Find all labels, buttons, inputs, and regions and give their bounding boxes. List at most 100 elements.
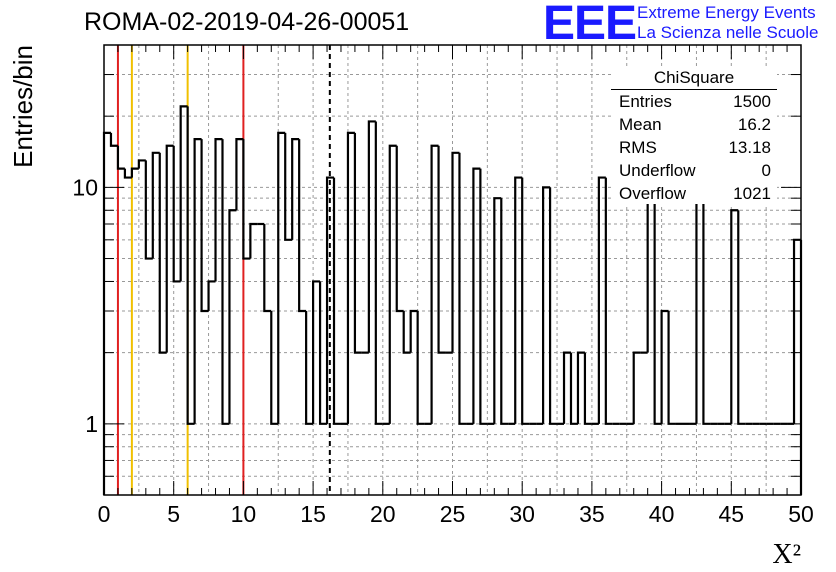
histogram-bar (298, 139, 307, 313)
histogram-bar (193, 137, 202, 424)
histogram-bar (165, 144, 174, 353)
x-tick-label: 20 (370, 501, 396, 527)
x-tick-label: 40 (649, 501, 675, 527)
histogram-bar (228, 209, 237, 424)
histogram-bar (214, 137, 223, 282)
x-tick-label: 30 (509, 501, 535, 527)
histogram-bar (346, 131, 355, 424)
histogram-bar (312, 280, 321, 424)
histogram-bar (137, 159, 146, 169)
histogram-bar (277, 131, 286, 424)
histogram-bar (172, 145, 181, 283)
plot-frame (103, 44, 802, 496)
x-tick-label: 45 (719, 501, 745, 527)
histogram-bar (437, 145, 446, 354)
histogram-bar (597, 176, 606, 424)
histogram-bar (353, 132, 362, 354)
histogram-bar (542, 186, 551, 424)
histogram-bar (737, 210, 746, 425)
histogram-bar (569, 352, 578, 425)
histogram-bar (514, 176, 523, 424)
histogram-bar (500, 198, 509, 425)
histogram-bar (158, 152, 167, 354)
stats-key: Entries (619, 92, 672, 111)
histogram-bar (430, 144, 439, 424)
y-tick-labels: 1 10 (72, 174, 98, 436)
histogram-bar (305, 311, 314, 425)
stats-row-rms: RMS 13.18 (619, 138, 771, 160)
x-tick-label: 0 (98, 501, 111, 527)
histogram-bar (186, 106, 195, 425)
stats-value: 1500 (733, 92, 771, 111)
y-tick-label: 1 (85, 411, 98, 437)
histogram-bar (653, 168, 662, 425)
x-tick-label: 35 (579, 501, 605, 527)
logo-caption-line1: Extreme Energy Events (637, 3, 816, 22)
histogram-bar (409, 309, 418, 353)
chart-title: ROMA-02-2019-04-26-00051 (84, 8, 410, 36)
stats-row-mean: Mean 16.2 (619, 115, 771, 137)
stats-row-overflow: Overflow 1021 (619, 184, 771, 206)
histogram-bar (116, 145, 125, 170)
histogram-bar (200, 139, 209, 313)
eee-logo: EEE (543, 0, 637, 50)
histogram-bar (284, 132, 293, 241)
histogram-bar (479, 168, 488, 425)
histogram-bar (548, 187, 558, 425)
histogram-bar (730, 209, 739, 424)
histogram-bar (667, 311, 676, 425)
histogram-bar (583, 352, 592, 425)
histogram-bar (123, 168, 132, 179)
histogram-bar (179, 105, 188, 282)
histogram-bar (130, 167, 139, 178)
stats-value: 16.2 (737, 115, 771, 134)
histogram-bar (576, 351, 585, 424)
histogram-bar (388, 144, 397, 424)
x-axis-label: X² (772, 539, 801, 570)
y-tick-label: 10 (72, 174, 98, 200)
histogram-bar (451, 151, 460, 353)
x-tick-labels: 0 5 10 15 20 25 30 35 40 45 50 (98, 501, 814, 527)
histogram-bar (458, 152, 467, 425)
stats-value: 0 (761, 161, 771, 180)
histogram-bar (632, 351, 641, 424)
histogram-bar (318, 281, 328, 425)
reference-lines (116, 45, 331, 495)
histogram-bar (325, 176, 335, 424)
histogram-bar (521, 177, 530, 425)
stats-title: ChiSquare (611, 68, 777, 90)
histogram-bar (562, 351, 571, 424)
histogram-bar (395, 145, 404, 313)
histogram-bar (249, 222, 258, 259)
x-tick-label: 15 (300, 501, 326, 527)
stats-key: Overflow (619, 184, 687, 203)
histogram-bar (270, 311, 279, 425)
logo-caption-line2: La Scienza nelle Scuole (637, 23, 819, 42)
histogram-bar (367, 120, 376, 353)
stats-row-underflow: Underflow 0 (619, 161, 771, 183)
y-axis-label: Entries/bin (8, 45, 38, 168)
x-tick-label: 5 (167, 501, 180, 527)
histogram-bar (291, 137, 300, 240)
x-tick-label: 50 (788, 501, 814, 527)
histogram-bar (109, 132, 118, 147)
histogram-bar (604, 177, 613, 425)
stats-key: Mean (619, 115, 662, 134)
stats-row-entries: Entries 1500 (619, 92, 771, 114)
axis-ticks (103, 44, 802, 496)
stats-key: RMS (619, 138, 657, 157)
histogram-bar (151, 151, 160, 259)
stats-key: Underflow (619, 161, 696, 180)
stats-value: 13.18 (728, 138, 771, 157)
histogram-bar (144, 160, 153, 260)
stats-box: ChiSquare Entries 1500 Mean 16.2 RMS 13.… (611, 66, 777, 204)
histogram-bar (235, 137, 244, 211)
histogram-bar (242, 139, 251, 260)
histogram-bar (402, 311, 411, 354)
histogram-bar (416, 311, 425, 425)
histogram-bar (472, 167, 481, 424)
x-tick-label: 25 (440, 501, 466, 527)
histogram-bar (493, 197, 502, 424)
histogram-bar (660, 309, 669, 424)
